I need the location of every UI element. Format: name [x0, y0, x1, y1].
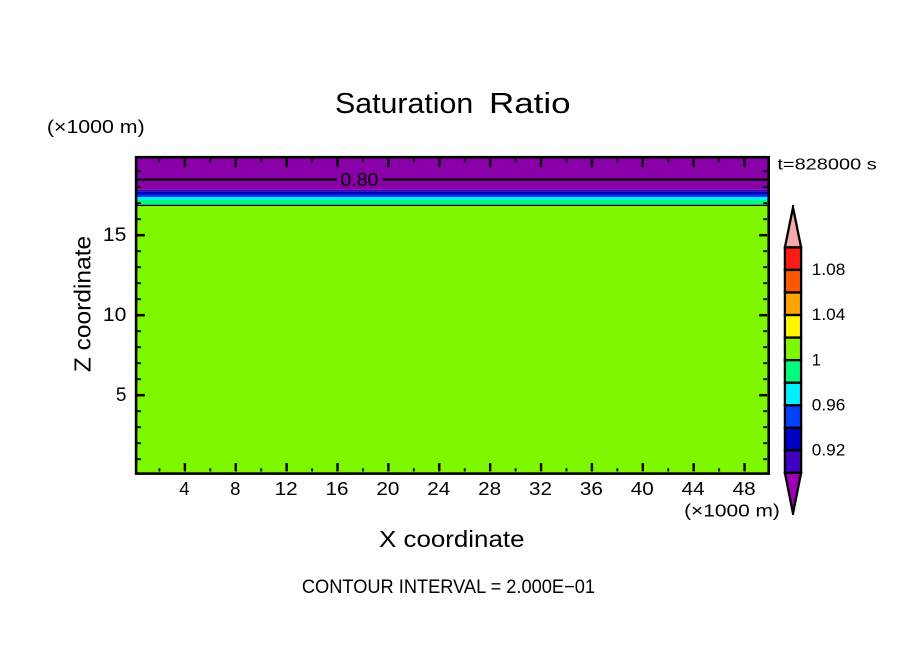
svg-text:8: 8 — [230, 478, 240, 499]
svg-text:44: 44 — [682, 478, 705, 499]
svg-text:X coordinate: X coordinate — [379, 526, 525, 552]
svg-text:12: 12 — [275, 478, 298, 499]
svg-text:36: 36 — [580, 478, 603, 499]
svg-text:t=828000 s: t=828000 s — [777, 156, 877, 173]
svg-text:1.08: 1.08 — [812, 261, 846, 279]
svg-text:CONTOUR INTERVAL = 2.000E−01: CONTOUR INTERVAL = 2.000E−01 — [302, 576, 595, 598]
svg-text:16: 16 — [326, 478, 349, 499]
svg-text:4: 4 — [179, 478, 189, 499]
svg-text:(×1000 m): (×1000 m) — [47, 117, 145, 137]
svg-text:1.04: 1.04 — [812, 306, 846, 324]
svg-text:0.80: 0.80 — [341, 170, 379, 190]
svg-text:10: 10 — [103, 305, 127, 326]
svg-text:32: 32 — [529, 478, 552, 499]
svg-text:15: 15 — [103, 225, 127, 246]
svg-text:0.96: 0.96 — [812, 396, 846, 414]
svg-text:24: 24 — [427, 478, 450, 499]
svg-text:Z coordinate: Z coordinate — [69, 236, 95, 372]
svg-text:5: 5 — [116, 385, 127, 406]
svg-text:Saturation: Saturation — [335, 88, 473, 120]
svg-text:(×1000 m): (×1000 m) — [684, 500, 780, 520]
svg-text:48: 48 — [733, 478, 756, 499]
svg-text:28: 28 — [478, 478, 501, 499]
svg-text:20: 20 — [376, 478, 399, 499]
svg-text:40: 40 — [631, 478, 654, 499]
svg-text:0.92: 0.92 — [812, 442, 846, 460]
svg-text:Ratio: Ratio — [489, 88, 571, 120]
svg-text:1: 1 — [812, 351, 821, 369]
